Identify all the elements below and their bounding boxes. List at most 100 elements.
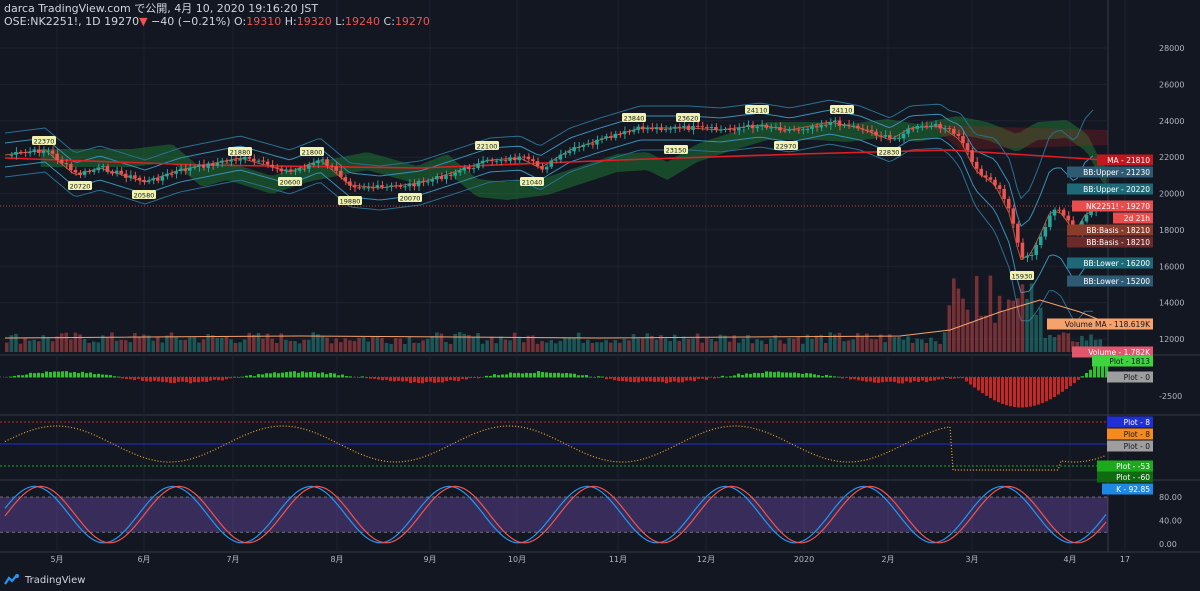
candle — [887, 135, 892, 139]
volume-bar — [590, 343, 595, 352]
macd-bar — [765, 371, 768, 378]
macd-bar — [549, 372, 552, 378]
candle — [883, 135, 887, 137]
stochastic-pane[interactable] — [0, 485, 1108, 544]
volume-bar — [14, 333, 18, 352]
volume-bar — [439, 333, 444, 352]
macd-bar — [1077, 377, 1080, 380]
candle — [915, 125, 919, 129]
macd-bar — [649, 377, 652, 382]
macd-bar — [593, 377, 596, 378]
volume-bar — [444, 341, 448, 352]
macd-bar — [941, 377, 944, 380]
volume-bar — [110, 332, 114, 352]
candle — [96, 167, 101, 171]
macd-bar — [1005, 377, 1008, 406]
macd-bar — [41, 373, 44, 378]
candle — [988, 177, 993, 180]
macd-bar — [801, 373, 804, 378]
macd-bar — [733, 375, 736, 378]
candle — [78, 172, 82, 175]
candle — [1066, 215, 1070, 221]
peak-label-bg — [676, 113, 700, 122]
macd-bar — [821, 376, 824, 378]
candle — [869, 130, 874, 132]
macd-bar — [997, 377, 1000, 403]
candle — [709, 126, 714, 129]
candle — [645, 127, 650, 130]
macd-bar — [429, 377, 432, 382]
macd-bar — [201, 377, 204, 382]
time-axis[interactable]: 5月 6月 7月 8月 9月 10月 11月 12月 2020 2月 3月 4月 17 — [50, 555, 1130, 564]
candle — [288, 169, 293, 172]
candle — [407, 183, 412, 187]
open-value: 19310 — [246, 15, 282, 28]
macd-bar — [833, 376, 836, 378]
volume-bar — [119, 339, 123, 352]
peak-label-bg — [398, 193, 422, 202]
macd-bar — [929, 377, 932, 381]
candle — [311, 163, 316, 165]
macd-bar — [841, 377, 844, 379]
candle — [133, 175, 137, 178]
volume-bar — [572, 337, 576, 352]
volume-bar — [188, 337, 192, 352]
macd-bar — [305, 372, 308, 378]
volume-bar — [55, 336, 59, 352]
macd-bar — [689, 377, 692, 381]
stoch-k-line — [4, 485, 1107, 544]
macd-bar — [5, 377, 8, 378]
volume-bar — [476, 333, 480, 352]
volume-bar — [686, 338, 691, 352]
candle — [178, 168, 183, 172]
macd-bar — [441, 377, 444, 383]
macd-bar — [457, 377, 460, 382]
macd-bar — [333, 373, 336, 378]
candle — [874, 131, 878, 136]
oscillator-pane[interactable] — [0, 421, 1108, 471]
candle — [416, 180, 421, 187]
price-badge-bg — [1107, 416, 1153, 428]
volume-bar — [897, 336, 901, 352]
volume-bar — [160, 342, 165, 352]
macd-bar — [453, 377, 456, 381]
tradingview-logo[interactable]: TradingView — [4, 570, 85, 590]
volume-bar — [851, 339, 855, 352]
macd-bar — [169, 377, 172, 384]
macd-bar — [853, 377, 856, 380]
candle — [87, 171, 91, 173]
volume-bar — [407, 336, 412, 352]
macd-bar — [661, 377, 664, 383]
candle — [151, 178, 155, 181]
candle — [338, 170, 343, 178]
volume-bar — [462, 333, 467, 352]
volume-bar — [997, 295, 1002, 352]
price-badge: Volume - 1.782K — [1088, 348, 1151, 357]
price-axis[interactable]: 28000 26000 24000 22000 20000 18000 16000 14000… — [1159, 44, 1184, 549]
stoch-tick-label: 0.00 — [1159, 540, 1177, 549]
candle — [952, 128, 956, 134]
candle — [274, 167, 279, 169]
price-tick-label: 18000 — [1159, 226, 1184, 235]
macd-bar — [285, 372, 288, 378]
candle — [1034, 245, 1038, 256]
candle — [128, 175, 133, 178]
peak-label-bg — [622, 113, 646, 122]
price-candles[interactable] — [9, 116, 1102, 262]
volume-bar — [357, 337, 361, 352]
macd-pane[interactable] — [0, 357, 1108, 408]
volume-bar — [668, 340, 672, 352]
candle — [833, 120, 837, 123]
macd-bar — [253, 376, 256, 378]
macd-bar — [409, 377, 412, 383]
candle — [682, 125, 686, 128]
macd-bar — [969, 377, 972, 385]
candle — [741, 126, 746, 129]
candle — [892, 138, 897, 140]
candle — [142, 179, 146, 183]
price-badge-bg — [1113, 212, 1153, 224]
volume-bar — [778, 340, 782, 352]
symbol-name[interactable]: OSE:NK2251!, 1D — [4, 15, 101, 28]
volume-bar — [73, 332, 78, 352]
